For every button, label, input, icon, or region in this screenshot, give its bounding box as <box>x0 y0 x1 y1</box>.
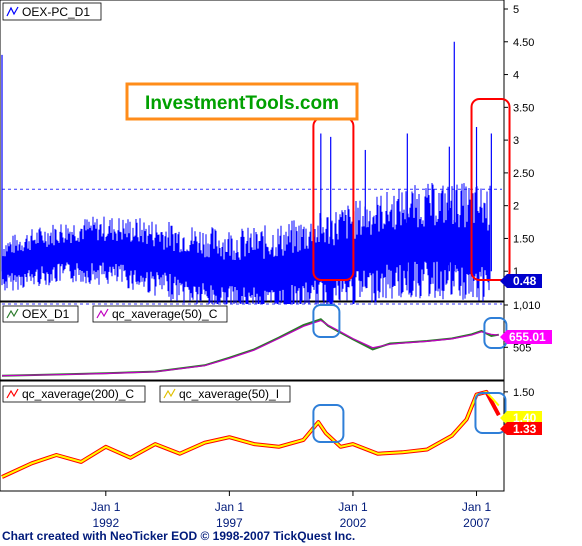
badge-shape <box>500 330 552 344</box>
legend-swatch-icon <box>163 388 176 399</box>
grid-layer <box>2 188 502 305</box>
legend-pcr: OEX-PC_D1 <box>22 5 90 19</box>
x-tick-month: Jan 1 <box>462 500 492 514</box>
watermark-text: InvestmentTools.com <box>145 93 339 114</box>
legend-box <box>2 2 102 21</box>
y-tick-label: 2 <box>513 201 519 213</box>
y-tick-label: 505 <box>513 342 531 354</box>
y-tick-label: 1.50 <box>513 387 534 399</box>
x-axis-labels: Jan 1 1992 Jan 1 1997 Jan 1 2002 Jan 1 2007 <box>91 491 492 528</box>
y-tick-label: 1.50 <box>513 233 534 245</box>
legend-oex: OEX_D1 <box>22 307 70 321</box>
legend-swatch-icon <box>96 308 109 319</box>
y-tick-label: 4 <box>513 70 519 82</box>
ma50-series-line <box>1 390 500 478</box>
badge-ma200: 1.33 <box>500 422 542 436</box>
legend-swatch-icon <box>6 388 19 399</box>
x-tick-month: Jan 1 <box>338 500 368 514</box>
y-tick-label: 1,010 <box>513 300 541 312</box>
x-tick-month: Jan 1 <box>91 500 121 514</box>
legend-box <box>2 385 146 403</box>
badge-ma200-text: 1.33 <box>513 422 537 436</box>
legend-swatch-icon <box>6 6 19 17</box>
legend-oex-ma: qc_xaverage(50)_C <box>112 307 218 321</box>
legend-ma50: qc_xaverage(50)_I <box>179 387 279 401</box>
badge-ma50-text: 1.40 <box>513 411 537 425</box>
badge-shape <box>500 411 542 425</box>
legend-middle: OEX_D1 qc_xaverage(50)_C <box>2 305 228 323</box>
legend-top: OEX-PC_D1 <box>2 2 102 21</box>
legend-box <box>2 305 79 323</box>
y-tick-label: 5 <box>513 4 519 16</box>
x-tick-year: 1997 <box>216 516 243 528</box>
highlight-ma-2000 <box>312 404 345 443</box>
badge-shape <box>500 274 542 288</box>
badge-pcr: 0.48 <box>500 274 542 288</box>
badge-oex-text: 655.01 <box>509 330 546 344</box>
legend-swatch-icon <box>6 308 19 319</box>
y-tick-label: 2.50 <box>513 168 534 180</box>
chart-canvas: InvestmentTools.com OEX-PC_D1 OEX_D1 qc_… <box>0 0 552 528</box>
badge-shape <box>500 422 542 435</box>
legend-box <box>159 385 291 403</box>
footer-credit: Chart created with NeoTicker EOD © 1998-… <box>2 529 356 543</box>
y-tick-label: 3 <box>513 135 519 147</box>
legend-ma200: qc_xaverage(200)_C <box>22 387 134 401</box>
x-tick-month: Jan 1 <box>215 500 245 514</box>
highlight-oex-2000 <box>312 304 341 338</box>
x-tick-year: 1992 <box>92 516 119 528</box>
y-tick-label: 3.50 <box>513 102 534 114</box>
badge-oex: 655.01 <box>500 330 552 344</box>
series-layer <box>1 41 501 479</box>
y-tick-label: 1 <box>513 266 519 278</box>
legend-bottom: qc_xaverage(200)_C qc_xaverage(50)_I <box>2 385 291 403</box>
y-axis-labels: 5 4.50 4 3.50 3 2.50 2 1.50 1 1,010 505 1.50 <box>504 4 541 399</box>
legend-box <box>92 305 228 323</box>
oex-ma-series-line <box>1 319 499 377</box>
badge-ma50: 1.40 <box>500 411 542 425</box>
watermark-box <box>125 82 359 121</box>
badge-pcr-text: 0.48 <box>513 274 537 288</box>
x-tick-year: 2007 <box>463 516 490 528</box>
y-tick-label: 4.50 <box>513 37 534 49</box>
x-tick-year: 2002 <box>340 516 367 528</box>
highlight-box-2007 <box>470 98 511 281</box>
